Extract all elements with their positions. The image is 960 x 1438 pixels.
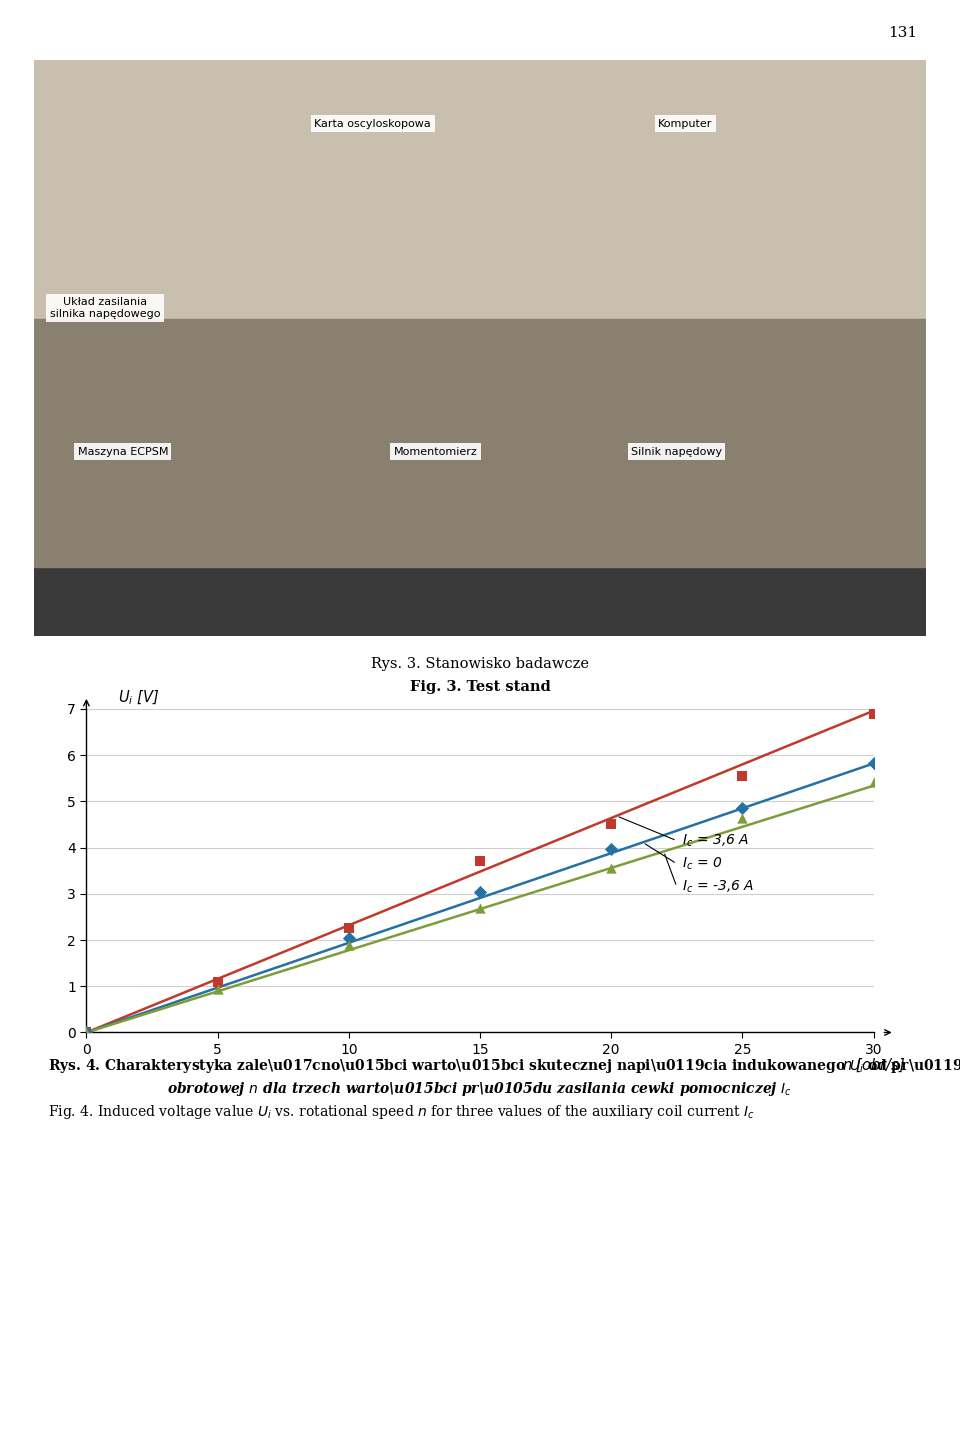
Point xyxy=(341,933,356,956)
Point xyxy=(210,976,226,999)
Text: $I_c$ = 0: $I_c$ = 0 xyxy=(682,856,723,871)
Point xyxy=(866,771,881,794)
Text: Karta oscyloskopowa: Karta oscyloskopowa xyxy=(315,119,431,128)
Text: $U_i$ [V]: $U_i$ [V] xyxy=(118,689,159,706)
Bar xyxy=(34,567,926,636)
Text: obrotowej $n$ dla trzech warto\u015bci pr\u0105du zasilania cewki pomocniczej $I: obrotowej $n$ dla trzech warto\u015bci p… xyxy=(167,1080,793,1099)
Text: 131: 131 xyxy=(888,26,917,40)
Text: Silnik napędowy: Silnik napędowy xyxy=(631,447,722,456)
Point xyxy=(79,1021,94,1044)
Text: $I_c$ = 3,6 A: $I_c$ = 3,6 A xyxy=(682,833,750,848)
Point xyxy=(604,857,619,880)
Point xyxy=(734,807,750,830)
Text: Rys. 3. Stanowisko badawcze: Rys. 3. Stanowisko badawcze xyxy=(371,657,589,672)
Text: Fig. 3. Test stand: Fig. 3. Test stand xyxy=(410,680,550,695)
Text: $n$ [obr/s]: $n$ [obr/s] xyxy=(842,1057,905,1074)
Point xyxy=(866,702,881,725)
Text: $I_c$ = -3,6 A: $I_c$ = -3,6 A xyxy=(682,879,755,894)
Point xyxy=(472,880,488,903)
Text: Układ zasilania
silnika napędowego: Układ zasilania silnika napędowego xyxy=(50,296,160,319)
Text: Komputer: Komputer xyxy=(659,119,712,128)
Text: Momentomierz: Momentomierz xyxy=(394,447,477,456)
Point xyxy=(79,1021,94,1044)
Bar xyxy=(34,60,926,319)
Point xyxy=(866,752,881,775)
Point xyxy=(604,837,619,860)
Point xyxy=(79,1021,94,1044)
Text: Maszyna ECPSM: Maszyna ECPSM xyxy=(78,447,168,456)
Text: Rys. 4. Charakterystyka zale\u017cno\u015bci warto\u015bci skutecznej napi\u0119: Rys. 4. Charakterystyka zale\u017cno\u01… xyxy=(48,1057,960,1076)
Point xyxy=(734,797,750,820)
Point xyxy=(604,812,619,835)
Point xyxy=(472,896,488,919)
Point xyxy=(341,926,356,949)
Point xyxy=(341,917,356,940)
Point xyxy=(734,765,750,788)
Point xyxy=(210,971,226,994)
Point xyxy=(472,850,488,873)
Text: Fig. 4. Induced voltage value $U_i$ vs. rotational speed $n$ for three values of: Fig. 4. Induced voltage value $U_i$ vs. … xyxy=(48,1103,755,1122)
Bar xyxy=(34,319,926,567)
